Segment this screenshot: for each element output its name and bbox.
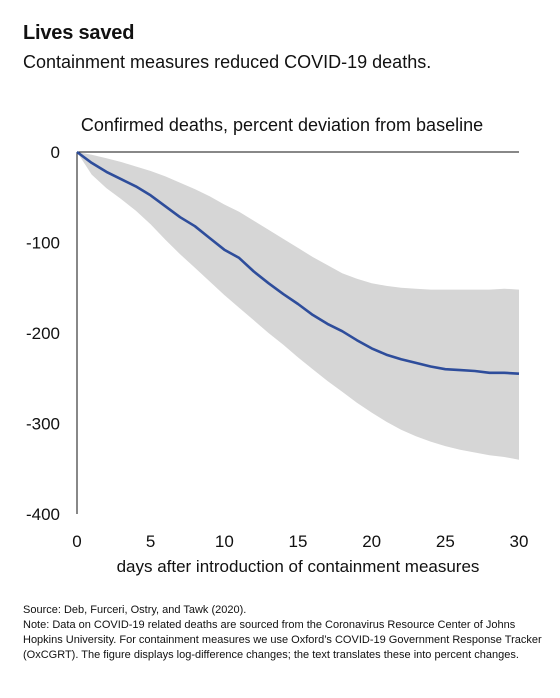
x-tick-label: 30 xyxy=(510,532,529,551)
methodology-note: Note: Data on COVID-19 related deaths ar… xyxy=(23,619,542,661)
chart-title: Confirmed deaths, percent deviation from… xyxy=(81,115,483,135)
x-tick-label: 15 xyxy=(289,532,308,551)
x-tick-label: 5 xyxy=(146,532,155,551)
x-axis-title: days after introduction of containment m… xyxy=(117,557,480,576)
footnote: Source: Deb, Furceri, Ostry, and Tawk (2… xyxy=(23,603,543,663)
y-tick-label: 0 xyxy=(51,143,60,162)
plot-area: 0 -100 -200 -300 -400 0 5 10 15 20 25 30 xyxy=(26,143,528,551)
x-tick-label: 10 xyxy=(215,532,234,551)
x-tick-label: 20 xyxy=(362,532,381,551)
chart: Confirmed deaths, percent deviation from… xyxy=(26,115,528,576)
confidence-band xyxy=(77,152,519,460)
y-tick-label: -300 xyxy=(26,415,60,434)
x-tick-label: 0 xyxy=(72,532,81,551)
headline: Lives saved xyxy=(23,22,135,44)
y-tick-label: -100 xyxy=(26,234,60,253)
y-tick-label: -200 xyxy=(26,324,60,343)
estimate-line xyxy=(76,150,520,375)
y-tick-label: -400 xyxy=(26,505,60,524)
source-note: Source: Deb, Furceri, Ostry, and Tawk (2… xyxy=(23,604,247,616)
x-tick-label: 25 xyxy=(436,532,455,551)
subheadline: Containment measures reduced COVID-19 de… xyxy=(23,52,432,72)
